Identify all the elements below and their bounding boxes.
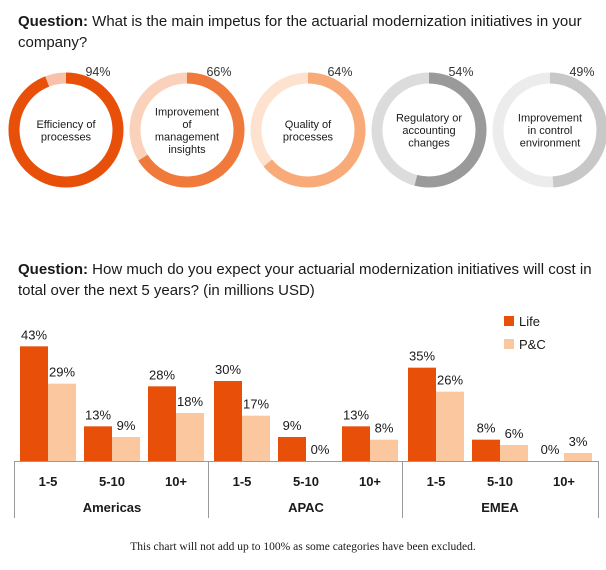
donut-value-arc (8, 72, 124, 188)
bar-pc (564, 453, 592, 461)
bar-pc-label: 17% (243, 397, 269, 412)
donut-inner-edge (142, 85, 232, 175)
donut-center-label: Quality of (285, 119, 332, 131)
bar-pc (370, 439, 398, 461)
question-1: Question: What is the main impetus for t… (18, 11, 598, 53)
bar-pc-label: 26% (437, 373, 463, 388)
bar-life-label: 35% (409, 349, 435, 364)
donut-percent-label: 94% (85, 65, 110, 79)
donut-center-label: changes (408, 138, 450, 150)
group-emea: 35%26% 1-5 8% 6% 5-10 0% 3% 10+ EMEA (408, 349, 592, 515)
legend-swatch (504, 339, 514, 349)
bar-pc-label: 18% (177, 394, 203, 409)
donut-value-arc (250, 72, 366, 188)
donut-center-label: Improvement (518, 113, 582, 125)
donut-inner-edge (263, 85, 353, 175)
bar-life (278, 437, 306, 461)
donut-value-arc (129, 72, 245, 188)
question-1-label: Question: (18, 13, 88, 30)
donut-percent-label: 64% (327, 65, 352, 79)
bar-pc-label: 0% (311, 442, 330, 457)
group-label: APAC (288, 500, 324, 515)
donut-value-arc (371, 72, 487, 188)
category-tick-label: 1-5 (39, 474, 58, 489)
bar-pc-label: 8% (375, 421, 394, 436)
bar-life (342, 426, 370, 461)
footnote: This chart will not add up to 100% as so… (130, 541, 476, 553)
question-1-text: What is the main impetus for the actuari… (18, 13, 582, 51)
category-tick-label: 5-10 (99, 474, 125, 489)
group-apac: 30% 17% 1-5 9% 0% 5-10 13% 8% 10+ APAC (214, 362, 398, 515)
category-tick-label: 5-10 (293, 474, 319, 489)
bar-life-label: 8% (477, 421, 496, 436)
group-label: Americas (83, 500, 142, 515)
donut-center-label: in control (528, 125, 573, 137)
donut-center-label: insights (168, 144, 206, 156)
donut-percent-label: 66% (206, 65, 231, 79)
donut-value-arc (492, 72, 606, 188)
bar-life (148, 386, 176, 461)
donut-center-label: management (155, 131, 219, 143)
donut-percent-label: 49% (569, 65, 594, 79)
bar-pc-label: 3% (569, 434, 588, 449)
category-tick-label: 10+ (165, 474, 187, 489)
bar-pc (48, 383, 76, 461)
impetus-donut-chart: 94%Efficiency ofprocesses66%Improvemento… (8, 65, 606, 188)
bar-life-label: 0% (541, 442, 560, 457)
bar-pc-label: 29% (49, 365, 75, 380)
category-tick-label: 1-5 (233, 474, 252, 489)
bar-life (214, 381, 242, 461)
question-2: Question: How much do you expect your ac… (18, 259, 598, 301)
bar-life-label: 30% (215, 362, 241, 377)
bar-pc (242, 415, 270, 461)
bar-pc (500, 445, 528, 461)
bar-life-label: 28% (149, 367, 175, 382)
category-tick-label: 5-10 (487, 474, 513, 489)
bar-life-label: 9% (283, 418, 302, 433)
cost-bar-chart: 43% 29% 1-5 13% 9% 5-10 28%18% 10+ Americas 30% 17… (14, 314, 599, 518)
donut-center-label: Efficiency of (36, 119, 96, 131)
bar-pc (436, 391, 464, 461)
question-2-label: Question: (18, 261, 88, 278)
category-tick-label: 1-5 (427, 474, 446, 489)
bar-life (20, 346, 48, 461)
category-tick-label: 10+ (553, 474, 575, 489)
group-americas: 43% 29% 1-5 13% 9% 5-10 28%18% 10+ Americas (20, 327, 204, 515)
bar-life-label: 43% (21, 327, 47, 342)
bar-life (472, 439, 500, 461)
bar-life-label: 13% (343, 407, 369, 422)
bar-pc (176, 413, 204, 461)
donut-center-label: processes (41, 131, 92, 143)
donut-inner-edge (384, 85, 474, 175)
donut-center-label: Improvement (155, 106, 219, 118)
legend-swatch (504, 316, 514, 326)
donut-center-label: environment (520, 138, 581, 150)
legend-label: P&C (519, 337, 546, 352)
legend: Life P&C (504, 314, 546, 352)
category-tick-label: 10+ (359, 474, 381, 489)
donut-center-label: of (182, 119, 192, 131)
donut-inner-edge (21, 85, 111, 175)
donut-inner-edge (505, 85, 595, 175)
donut-percent-label: 54% (448, 65, 473, 79)
bar-life (408, 367, 436, 461)
bar-life-label: 13% (85, 407, 111, 422)
bar-pc (112, 437, 140, 461)
donut-center-label: accounting (402, 125, 455, 137)
donut-center-label: Regulatory or (396, 113, 462, 125)
group-label: EMEA (481, 500, 519, 515)
donut-center-label: processes (283, 131, 334, 143)
legend-label: Life (519, 314, 540, 329)
bar-pc-label: 6% (505, 426, 524, 441)
question-2-text: How much do you expect your actuarial mo… (18, 261, 592, 299)
bar-pc-label: 9% (117, 418, 136, 433)
bar-life (84, 426, 112, 461)
